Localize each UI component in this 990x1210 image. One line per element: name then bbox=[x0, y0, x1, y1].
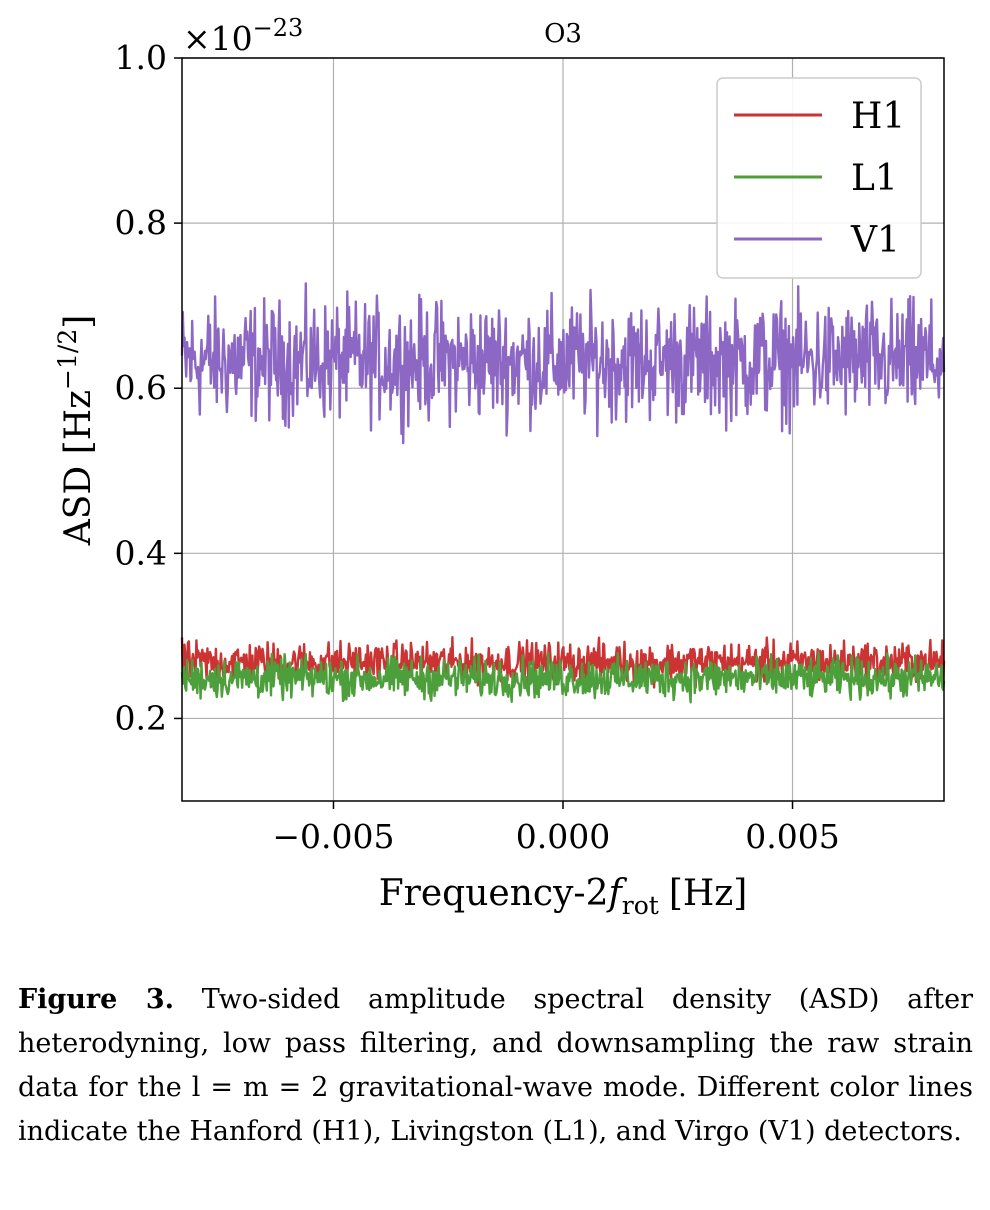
series-line-l1 bbox=[180, 651, 946, 704]
y-tick-label: 1.0 bbox=[115, 38, 167, 77]
asd-chart: −0.005 0.000 0.005 0.2 0.4 0.6 0.8 1.0 O3 ×10−2… bbox=[53, 14, 946, 920]
figure: −0.005 0.000 0.005 0.2 0.4 0.6 0.8 1.0 O3 ×10−2… bbox=[53, 14, 946, 920]
legend-label-l1: L1 bbox=[851, 158, 898, 199]
x-tick-label: 0.005 bbox=[745, 817, 839, 856]
legend-label-h1: H1 bbox=[851, 96, 905, 137]
x-axis-label: Frequency-2frot [Hz] bbox=[379, 873, 748, 920]
x-tick-label: 0.000 bbox=[516, 817, 610, 856]
y-tick-label: 0.4 bbox=[115, 533, 167, 572]
ticks: −0.005 0.000 0.005 0.2 0.4 0.6 0.8 1.0 bbox=[115, 38, 840, 856]
x-tick-label: −0.005 bbox=[272, 817, 394, 856]
legend: H1 L1 V1 bbox=[716, 77, 922, 279]
caption-text: Two-sided amplitude spectral density (AS… bbox=[18, 984, 973, 1147]
caption-label: Figure 3. bbox=[18, 984, 175, 1015]
y-tick-label: 0.8 bbox=[115, 203, 167, 242]
y-tick-label: 0.6 bbox=[115, 368, 167, 407]
y-tick-label: 0.2 bbox=[115, 698, 167, 737]
figure-caption: Figure 3. Two-sided amplitude spectral d… bbox=[18, 978, 973, 1154]
legend-label-v1: V1 bbox=[850, 220, 900, 261]
series-line-v1 bbox=[180, 282, 946, 445]
chart-title: O3 bbox=[544, 19, 582, 49]
y-axis-label: ASD [Hz−1/2] bbox=[53, 315, 99, 547]
series-layer bbox=[180, 282, 946, 704]
offset-text: ×10−23 bbox=[183, 14, 303, 58]
